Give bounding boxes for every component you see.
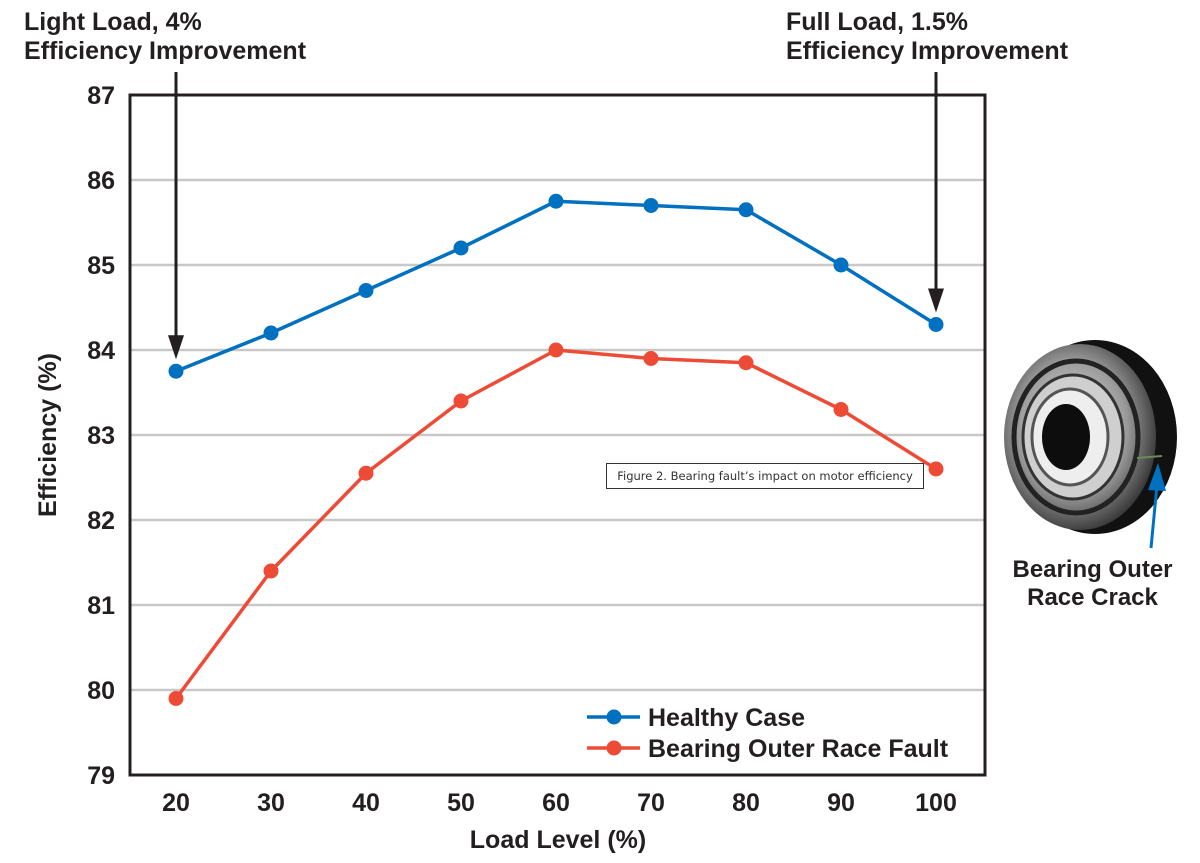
series-layer: [168, 193, 944, 706]
data-point-healthy-case: [738, 202, 754, 218]
data-point-bearing-outer-race-fault: [643, 351, 659, 366]
light-load-annotation-line2: Efficiency Improvement: [24, 37, 307, 65]
annotation-arrowhead: [168, 335, 184, 360]
full-load-annotation-line1: Full Load, 1.5%: [786, 8, 968, 36]
data-point-healthy-case: [358, 283, 374, 298]
series-line-bearing-outer-race-fault: [174, 348, 937, 700]
data-point-bearing-outer-race-fault: [263, 563, 279, 579]
data-point-bearing-outer-race-fault: [358, 465, 374, 481]
y-axis-label: Efficiency (%): [34, 353, 62, 517]
annotation-arrowhead: [928, 288, 944, 313]
figure-caption: Figure 2. Bearing fault’s impact on moto…: [606, 463, 924, 489]
data-point-healthy-case: [548, 193, 564, 209]
data-point-healthy-case: [643, 198, 659, 213]
x-tick-label: 50: [447, 789, 475, 817]
legend-label: Bearing Outer Race Fault: [648, 735, 949, 763]
plot-frame: [128, 93, 987, 777]
bearing-image: [1004, 340, 1177, 534]
data-point-healthy-case: [168, 363, 184, 379]
x-tick-label: 70: [637, 789, 665, 817]
x-tick-label: 20: [162, 789, 190, 817]
legend-swatch-marker: [606, 740, 622, 756]
light-load-annotation: Light Load, 4% Efficiency Improvement: [24, 8, 306, 66]
x-tick-label: 80: [732, 789, 760, 817]
gridlines: [130, 178, 985, 692]
legend-label: Healthy Case: [648, 704, 805, 732]
full-load-annotation: Full Load, 1.5% Efficiency Improvement: [786, 8, 1068, 66]
legend: Healthy Case Bearing Outer Race Fault: [587, 704, 949, 763]
data-point-bearing-outer-race-fault: [928, 461, 944, 477]
y-tick-label: 85: [87, 252, 115, 280]
crack-arrow: [1148, 463, 1166, 549]
y-tick-label: 82: [87, 507, 115, 535]
y-tick-label: 80: [87, 677, 115, 705]
data-point-healthy-case: [833, 257, 849, 273]
full-load-annotation-line2: Efficiency Improvement: [786, 37, 1069, 65]
x-tick-label: 100: [915, 789, 957, 817]
x-tick-label: 60: [542, 789, 570, 817]
y-tick-label: 83: [87, 422, 115, 450]
data-point-bearing-outer-race-fault: [738, 355, 754, 371]
bearing-crack-label-line1: Bearing Outer: [1012, 556, 1173, 583]
x-axis-ticks: 20 30 40 50 60 70 80 90 100: [162, 789, 957, 817]
data-point-healthy-case: [928, 317, 944, 332]
annotation-arrows: [168, 72, 944, 360]
bearing-crack-label-line2: Race Crack: [1027, 584, 1158, 611]
x-tick-label: 30: [257, 789, 285, 817]
data-point-healthy-case: [453, 240, 469, 256]
x-tick-label: 40: [352, 789, 380, 817]
y-tick-label: 86: [87, 167, 115, 195]
y-tick-label: 79: [87, 762, 115, 790]
y-tick-label: 84: [87, 337, 115, 365]
x-axis-label: Load Level (%): [470, 826, 646, 854]
data-point-bearing-outer-race-fault: [833, 402, 849, 417]
data-point-bearing-outer-race-fault: [453, 393, 469, 409]
legend-swatch-marker: [606, 709, 622, 725]
x-tick-label: 90: [827, 789, 855, 817]
y-tick-label: 81: [87, 592, 115, 620]
data-point-healthy-case: [263, 325, 279, 341]
light-load-annotation-line1: Light Load, 4%: [24, 8, 202, 36]
data-point-bearing-outer-race-fault: [168, 691, 184, 706]
bearing-crack-label: Bearing Outer Race Crack: [1000, 556, 1185, 612]
y-axis-ticks: 79 80 81 82 83 84 85 86 87: [87, 82, 115, 790]
data-point-bearing-outer-race-fault: [548, 342, 564, 358]
y-tick-label: 87: [87, 82, 115, 110]
